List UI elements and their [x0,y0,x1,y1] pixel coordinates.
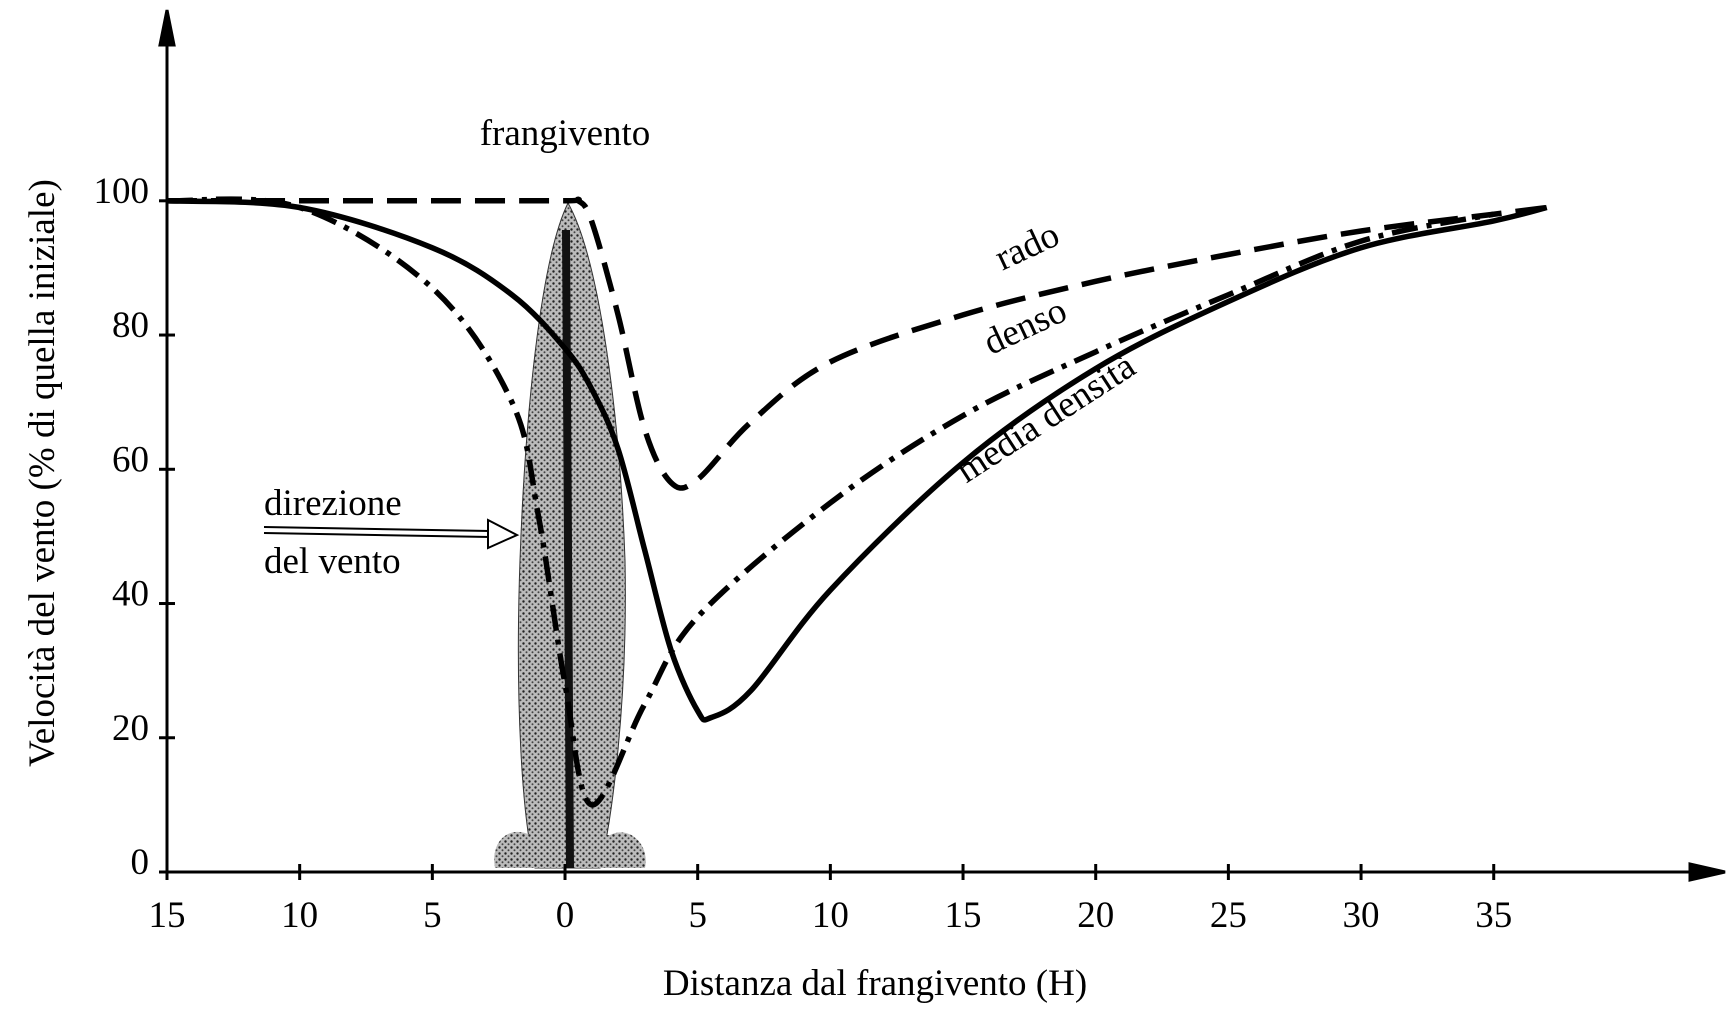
x-tick-label: 0 [556,895,575,936]
series-line [166,198,1548,723]
axes [158,9,1726,882]
x-tick-label: 5 [688,895,707,936]
series-label: rado [989,214,1066,279]
x-tick-label: 30 [1343,895,1380,936]
annotation: direzione [264,483,402,524]
series-line [166,196,1495,808]
x-tick-label: 15 [149,895,186,936]
y-tick-label: 20 [112,708,149,749]
y-tick-label: 40 [112,574,149,615]
x-tick-label: 25 [1210,895,1247,936]
x-tick-label: 20 [1077,895,1114,936]
y-tick-label: 60 [112,439,149,480]
annotation: frangivento [480,113,651,154]
x-tick-label: 10 [812,895,849,936]
series-label: denso [977,290,1073,364]
windbreak-tree [494,201,646,869]
y-axis-title: Velocità del vento (% di quella iniziale… [22,179,63,767]
x-tick-label: 15 [945,895,982,936]
y-tick-label: 0 [131,842,150,883]
annotation: del vento [264,541,401,582]
wind-arrow [263,518,520,550]
x-axis-title: Distanza dal frangivento (H) [663,963,1087,1004]
series-label: media densità [949,345,1143,491]
y-tick-label: 80 [112,305,149,346]
x-tick-label: 10 [281,895,318,936]
x-tick-label: 5 [423,895,442,936]
x-tick-label: 35 [1475,895,1512,936]
y-tick-label: 100 [94,171,150,212]
